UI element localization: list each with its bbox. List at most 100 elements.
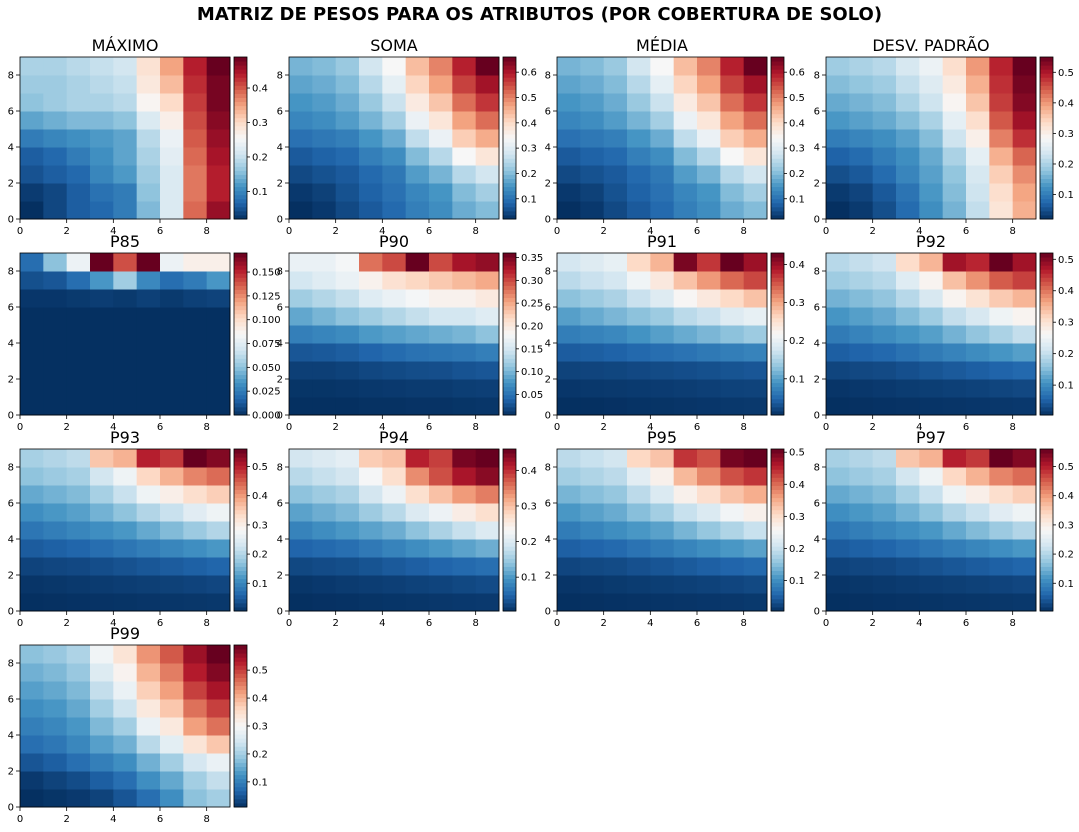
heatmap-cell [113,449,138,468]
heatmap-cell [896,503,920,522]
heatmap-cell [206,379,231,398]
heatmap-cell [720,183,745,202]
heatmap-cell [382,57,407,76]
heatmap-cell [405,307,430,326]
x-tick-label: 8 [203,226,209,237]
colorbar-segment [234,542,247,547]
colorbar-segment [234,158,247,163]
heatmap-cell [335,449,360,468]
heatmap-cell [66,663,91,682]
plot-frame [825,56,1037,220]
colorbar-segment [503,273,516,278]
heatmap-cell [673,575,698,594]
heatmap-cell [113,183,138,202]
heatmap-cell [183,307,208,326]
heatmap-cell [312,129,337,148]
colorbar-segment [234,301,247,307]
heatmap-cell [312,289,337,308]
heatmap-cell [650,449,675,468]
heatmap-cell [580,325,605,344]
heatmap-cell [673,147,698,166]
heatmap-cell [872,253,897,272]
colorbar-segment [234,182,247,188]
heatmap-cell [43,183,68,202]
heatmap-cell [43,147,68,166]
x-tick-label: 0 [17,226,23,237]
heatmap-cell [66,325,91,344]
heatmap-cell [90,325,114,344]
heatmap-cell [603,575,628,594]
heatmap-cell [43,575,68,594]
panel-title: P85 [110,232,140,251]
heatmap-cell [66,57,91,76]
colorbar-segment [503,89,516,94]
colorbar-segment [234,798,247,804]
colorbar-segment [234,265,247,270]
heatmap-cell [113,539,138,558]
heatmap-cell [359,467,383,486]
heatmap-cell [289,201,313,220]
colorbar-tick-label: 0.3 [1058,520,1074,531]
heatmap-cell [650,503,675,522]
colorbar-segment [1040,202,1053,208]
colorbar-segment [771,317,784,323]
heatmap-cell [557,343,581,362]
colorbar-segment [234,61,247,66]
heatmap-cell [90,75,114,94]
heatmap-cell [136,307,161,326]
colorbar-segment [771,338,784,343]
heatmap-cell [43,271,68,290]
heatmap-cell [289,307,313,326]
heatmap-cell [289,503,313,522]
colorbar-segment [503,362,516,367]
heatmap-cell [942,521,967,540]
heatmap-cell [136,467,161,486]
heatmap-cell [136,397,161,416]
heatmap-cell [720,397,745,416]
heatmap-cell [43,699,68,718]
heatmap-cell [136,449,161,468]
panel-title: P92 [916,232,946,251]
heatmap-cell [335,307,360,326]
heatmap-cell [627,111,651,130]
heatmap-cell [720,147,745,166]
heatmap-cell [1012,379,1037,398]
colorbar-segment [234,73,247,78]
heatmap-cell [312,575,337,594]
heatmap-cell [650,593,675,612]
heatmap-cell [206,735,231,754]
heatmap-cell [966,93,990,112]
colorbar-segment [1040,133,1053,139]
heatmap-cell [872,503,897,522]
heatmap-cell [113,521,138,540]
colorbar-segment [1040,350,1053,355]
heatmap-cell [312,397,337,416]
colorbar-segment [1040,558,1053,563]
colorbar-segment [1040,546,1053,551]
colorbar-segment [234,685,247,691]
heatmap-cell [335,57,360,76]
heatmap-cell [206,557,231,576]
heatmap-cell [872,485,897,504]
colorbar-segment [234,166,247,171]
heatmap-cell [335,467,360,486]
heatmap-cell [989,183,1014,202]
heatmap-cell [697,271,721,290]
heatmap-cell [896,361,920,380]
heatmap-cell [919,93,944,112]
heatmap-cell [66,449,91,468]
heatmap-cell [113,503,138,522]
heatmap-cell [90,165,114,184]
colorbar-tick-label: 0.3 [252,118,268,129]
colorbar-segment [503,69,516,74]
heatmap-cell [43,289,68,308]
heatmap-cell [697,201,721,220]
heatmap-cell [183,521,208,540]
colorbar-segment [234,594,247,600]
colorbar-segment [503,606,516,612]
colorbar-segment [771,178,784,184]
heatmap-cell [989,201,1014,220]
heatmap-cell [43,165,68,184]
y-tick-label: 8 [545,267,551,278]
